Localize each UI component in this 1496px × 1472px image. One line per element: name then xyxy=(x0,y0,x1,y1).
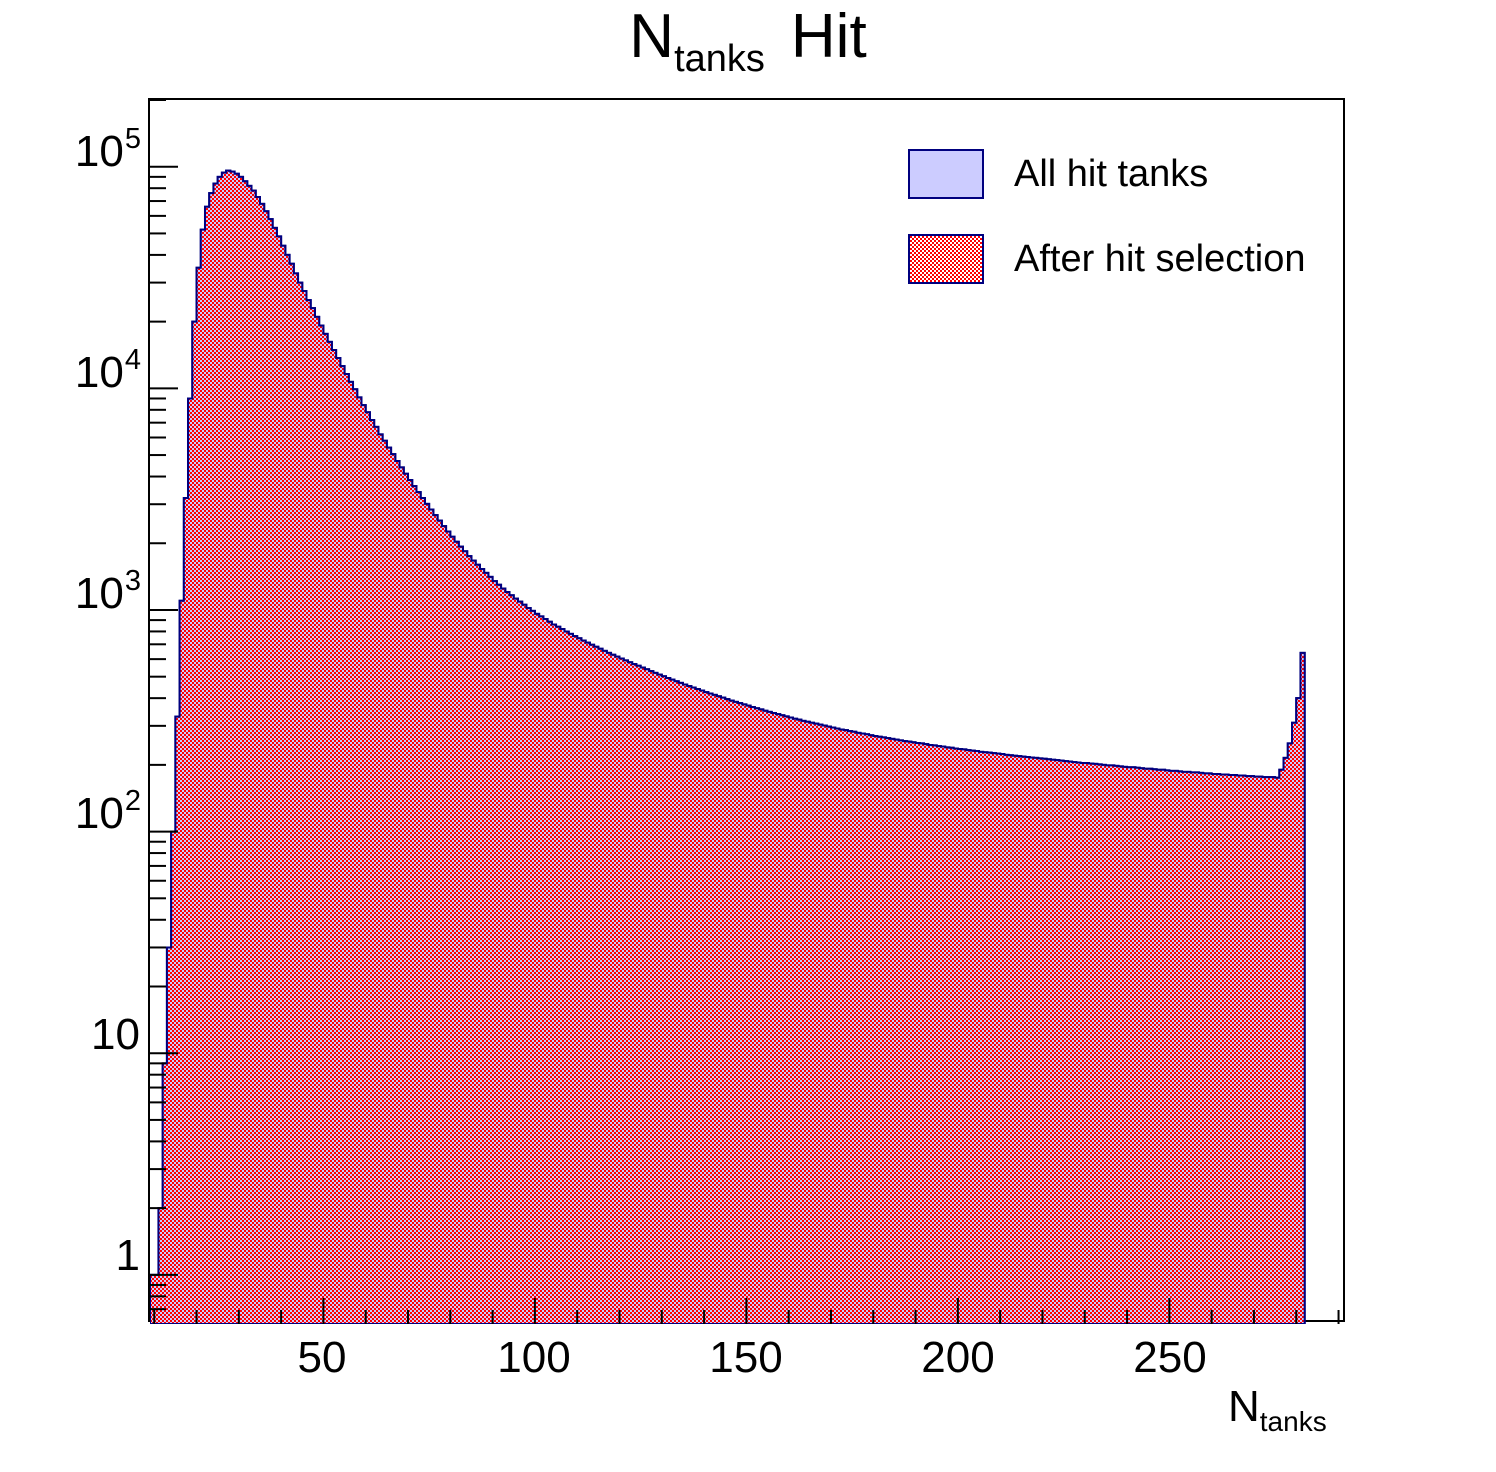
plot-frame xyxy=(148,98,1345,1324)
legend-swatch-pattern xyxy=(910,236,982,282)
legend-entry-all-hit-tanks: All hit tanks xyxy=(908,148,1288,200)
title-subscript: tanks xyxy=(674,38,765,80)
legend-label-all-hit-tanks: All hit tanks xyxy=(1014,152,1209,195)
histogram-series-group xyxy=(150,169,1306,1324)
x-tick-label-50: 50 xyxy=(297,1333,347,1382)
x-axis-title-main: N xyxy=(1228,1382,1260,1431)
page-title: Ntanks Hit xyxy=(0,6,1496,79)
x-tick-label-150: 150 xyxy=(709,1333,783,1382)
axis-ticks-group xyxy=(150,100,1340,1324)
y-tick-label-1e3: 103 xyxy=(74,565,141,618)
x-axis-title-subscript: tanks xyxy=(1259,1406,1327,1437)
y-tick-label-1e4: 104 xyxy=(74,344,141,397)
legend-swatch-all-hit-tanks xyxy=(908,149,984,199)
y-tick-label-1: 1 xyxy=(115,1231,140,1280)
legend: All hit tanks After hit selection xyxy=(908,148,1305,285)
histogram-after-hit-selection xyxy=(150,169,1306,1324)
y-axis-title: count xyxy=(0,126,6,234)
x-tick-label-200: 200 xyxy=(921,1333,995,1382)
title-main: N xyxy=(629,2,675,71)
y-tick-label-1e5: 105 xyxy=(74,123,141,176)
legend-swatch-after-hit-selection xyxy=(908,234,984,284)
legend-label-after-hit-selection: After hit selection xyxy=(1014,237,1306,280)
x-tick-label-250: 250 xyxy=(1133,1333,1207,1382)
histogram-plot-area xyxy=(150,100,1340,1324)
x-axis-title: Ntanks xyxy=(1228,1382,1327,1437)
y-tick-label-10: 10 xyxy=(91,1010,140,1059)
y-tick-label-1e2: 102 xyxy=(74,785,141,838)
legend-entry-after-hit-selection: After hit selection xyxy=(908,233,1305,285)
x-tick-label-100: 100 xyxy=(497,1333,571,1382)
title-suffix: Hit xyxy=(790,2,867,71)
